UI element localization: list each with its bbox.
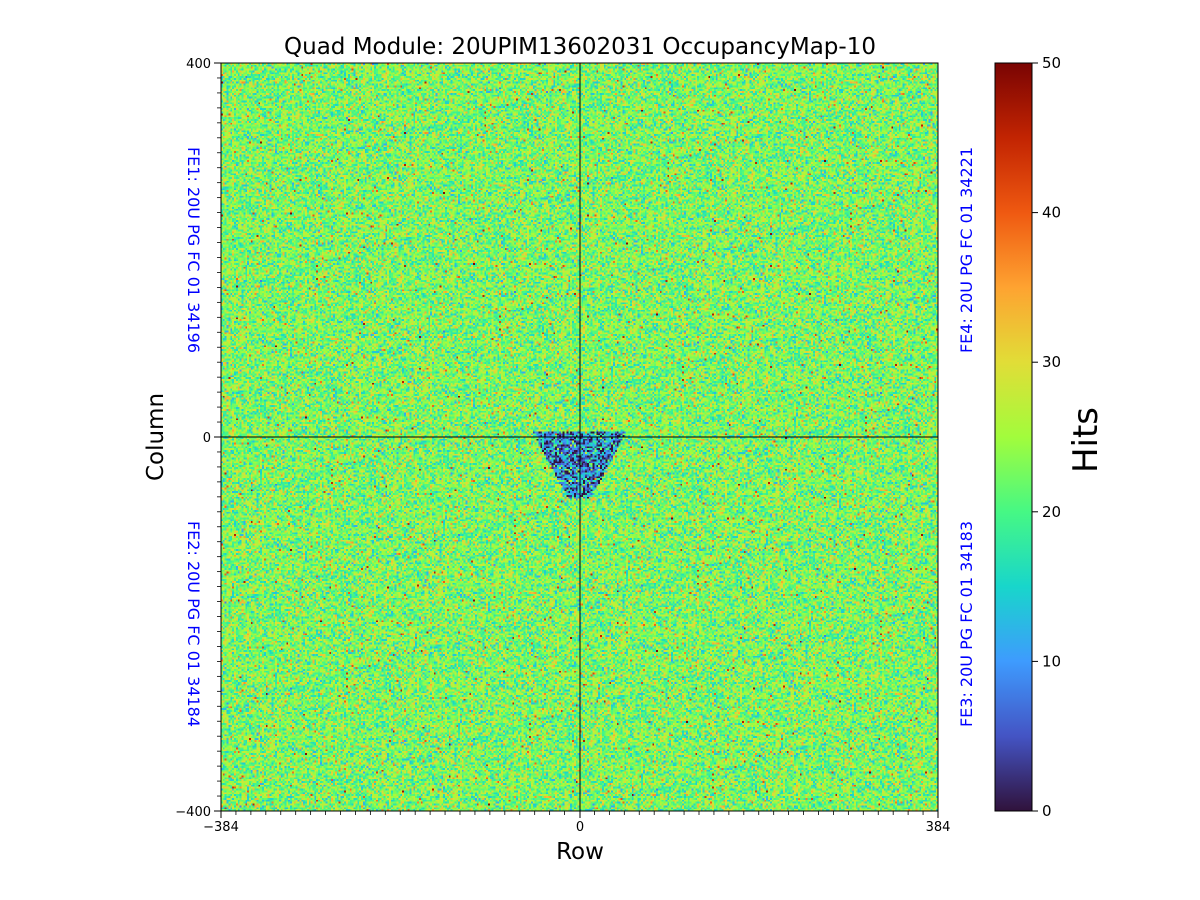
colorbar: 0 10 20 30 40 50 Hits — [994, 54, 1106, 820]
y-tick-label: 400 — [186, 57, 211, 72]
quadrant-labels: FE1: 20U PG FC 01 34196 FE2: 20U PG FC 0… — [184, 147, 976, 727]
colorbar-gradient — [995, 63, 1032, 811]
colorbar-tick-label: 10 — [1042, 652, 1061, 670]
colorbar-tick-label: 20 — [1042, 503, 1061, 521]
fe4-label: FE4: 20U PG FC 01 34221 — [957, 147, 976, 353]
colorbar-tick-label: 50 — [1042, 54, 1061, 72]
x-tick-label: −384 — [203, 820, 239, 835]
colorbar-tick-label: 40 — [1042, 204, 1061, 222]
fe3-label: FE3: 20U PG FC 01 34183 — [957, 521, 976, 727]
heatmap-area — [220, 62, 939, 812]
y-tick-label: 0 — [203, 431, 211, 446]
x-axis-label: Row — [556, 839, 604, 865]
colorbar-tick-label: 30 — [1042, 353, 1061, 371]
colorbar-label: Hits — [1066, 407, 1106, 473]
y-axis-label: Column — [143, 393, 169, 481]
x-axis: −384 0 384 Row — [203, 811, 950, 865]
x-tick-label: 0 — [576, 820, 584, 835]
y-axis: 400 0 −400 Column — [143, 57, 221, 820]
chart-title: Quad Module: 20UPIM13602031 OccupancyMap… — [284, 34, 876, 60]
fe2-label: FE2: 20U PG FC 01 34184 — [184, 521, 203, 727]
x-tick-label: 384 — [926, 820, 951, 835]
colorbar-frame — [994, 62, 1033, 812]
fe1-label: FE1: 20U PG FC 01 34196 — [184, 147, 203, 353]
colorbar-tick-label: 0 — [1042, 802, 1052, 820]
y-tick-label: −400 — [175, 805, 211, 820]
